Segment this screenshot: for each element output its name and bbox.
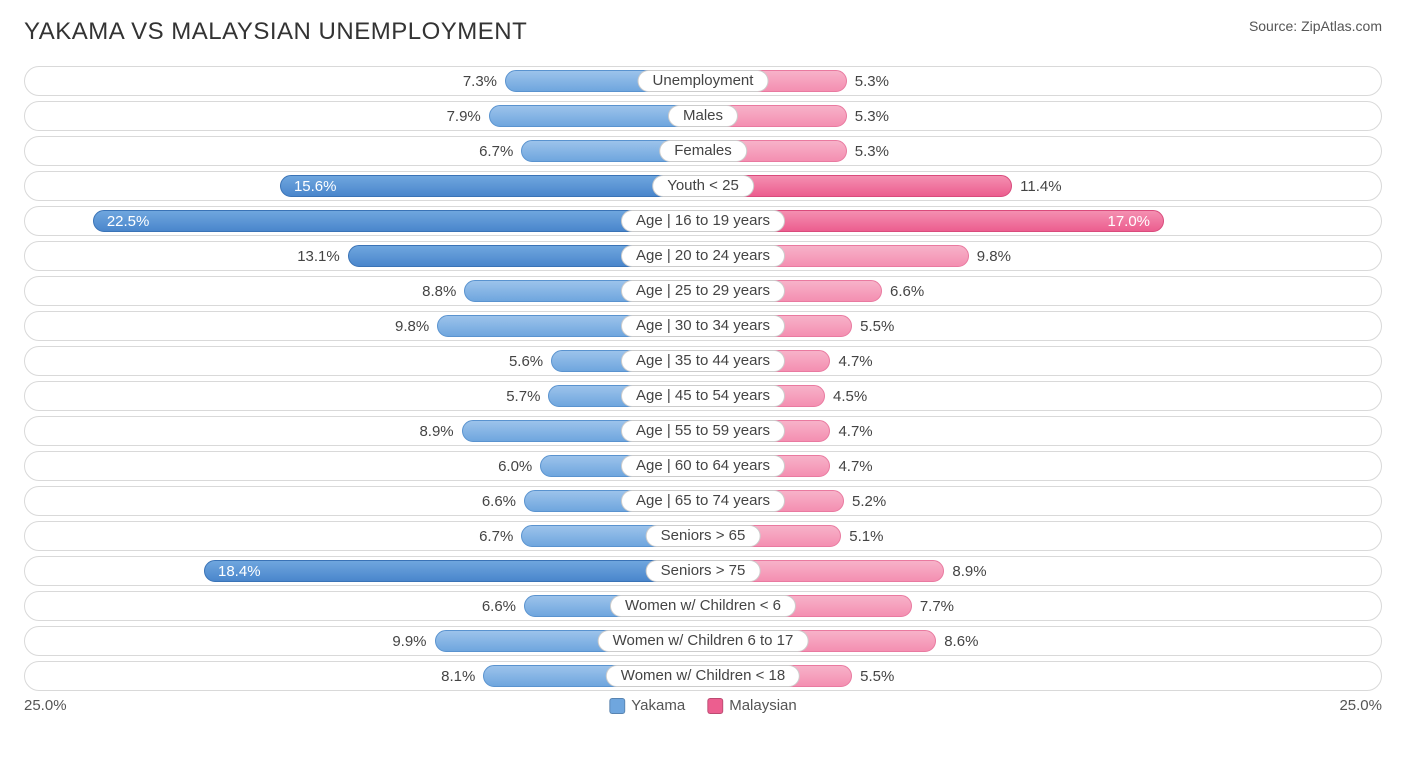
category-label: Age | 65 to 74 years bbox=[621, 490, 785, 512]
value-right: 5.5% bbox=[852, 312, 894, 340]
value-left: 6.6% bbox=[482, 592, 524, 620]
chart-row: 6.7% 5.3% Females bbox=[24, 136, 1382, 166]
chart-row: 8.9% 4.7% Age | 55 to 59 years bbox=[24, 416, 1382, 446]
value-right: 5.5% bbox=[852, 662, 894, 690]
category-label: Women w/ Children < 6 bbox=[610, 595, 796, 617]
legend: Yakama Malaysian bbox=[609, 697, 796, 714]
legend-label-right: Malaysian bbox=[729, 697, 797, 714]
value-left: 7.3% bbox=[463, 67, 505, 95]
category-label: Seniors > 65 bbox=[646, 525, 761, 547]
value-right: 5.3% bbox=[847, 137, 889, 165]
category-label: Females bbox=[659, 140, 747, 162]
category-label: Seniors > 75 bbox=[646, 560, 761, 582]
diverging-bar-chart: 7.3% 5.3% Unemployment 7.9% 5.3% Males 6.7% 5.3… bbox=[24, 66, 1382, 691]
value-left: 8.9% bbox=[419, 417, 461, 445]
value-right: 4.7% bbox=[830, 452, 872, 480]
chart-row: 9.8% 5.5% Age | 30 to 34 years bbox=[24, 311, 1382, 341]
source-attribution: Source: ZipAtlas.com bbox=[1249, 18, 1382, 34]
axis-max-right: 25.0% bbox=[1339, 697, 1382, 714]
chart-row: 5.7% 4.5% Age | 45 to 54 years bbox=[24, 381, 1382, 411]
value-right: 8.9% bbox=[944, 557, 986, 585]
chart-row: 6.7% 5.1% Seniors > 65 bbox=[24, 521, 1382, 551]
value-right: 8.6% bbox=[936, 627, 978, 655]
category-label: Age | 35 to 44 years bbox=[621, 350, 785, 372]
chart-title: YAKAMA VS MALAYSIAN UNEMPLOYMENT bbox=[24, 18, 527, 46]
chart-row: 15.6% 11.4% Youth < 25 bbox=[24, 171, 1382, 201]
legend-swatch-right bbox=[707, 698, 723, 714]
value-right: 5.2% bbox=[844, 487, 886, 515]
category-label: Women w/ Children < 18 bbox=[606, 665, 800, 687]
chart-row: 18.4% 8.9% Seniors > 75 bbox=[24, 556, 1382, 586]
category-label: Age | 30 to 34 years bbox=[621, 315, 785, 337]
legend-item-right: Malaysian bbox=[707, 697, 797, 714]
value-right: 4.7% bbox=[830, 347, 872, 375]
category-label: Women w/ Children 6 to 17 bbox=[598, 630, 809, 652]
value-left: 9.8% bbox=[395, 312, 437, 340]
chart-row: 6.6% 5.2% Age | 65 to 74 years bbox=[24, 486, 1382, 516]
value-left: 6.7% bbox=[479, 522, 521, 550]
category-label: Age | 45 to 54 years bbox=[621, 385, 785, 407]
category-label: Age | 16 to 19 years bbox=[621, 210, 785, 232]
value-left: 5.6% bbox=[509, 347, 551, 375]
chart-row: 6.6% 7.7% Women w/ Children < 6 bbox=[24, 591, 1382, 621]
chart-row: 7.9% 5.3% Males bbox=[24, 101, 1382, 131]
value-right: 6.6% bbox=[882, 277, 924, 305]
value-left: 18.4% bbox=[204, 557, 703, 585]
category-label: Age | 60 to 64 years bbox=[621, 455, 785, 477]
value-right: 9.8% bbox=[969, 242, 1011, 270]
chart-row: 7.3% 5.3% Unemployment bbox=[24, 66, 1382, 96]
chart-row: 13.1% 9.8% Age | 20 to 24 years bbox=[24, 241, 1382, 271]
value-left: 9.9% bbox=[392, 627, 434, 655]
value-left: 15.6% bbox=[280, 172, 703, 200]
value-right: 11.4% bbox=[1012, 172, 1061, 200]
legend-swatch-left bbox=[609, 698, 625, 714]
value-right: 5.3% bbox=[847, 67, 889, 95]
legend-item-left: Yakama bbox=[609, 697, 685, 714]
chart-header: YAKAMA VS MALAYSIAN UNEMPLOYMENT Source:… bbox=[24, 18, 1382, 46]
value-left: 6.7% bbox=[479, 137, 521, 165]
chart-row: 9.9% 8.6% Women w/ Children 6 to 17 bbox=[24, 626, 1382, 656]
value-left: 13.1% bbox=[297, 242, 348, 270]
category-label: Males bbox=[668, 105, 738, 127]
axis-max-left: 25.0% bbox=[24, 697, 67, 714]
value-left: 22.5% bbox=[93, 207, 703, 235]
value-left: 5.7% bbox=[506, 382, 548, 410]
value-left: 8.1% bbox=[441, 662, 483, 690]
value-left: 6.0% bbox=[498, 452, 540, 480]
chart-row: 8.1% 5.5% Women w/ Children < 18 bbox=[24, 661, 1382, 691]
value-right: 7.7% bbox=[912, 592, 954, 620]
value-left: 7.9% bbox=[447, 102, 489, 130]
value-left: 6.6% bbox=[482, 487, 524, 515]
chart-row: 6.0% 4.7% Age | 60 to 64 years bbox=[24, 451, 1382, 481]
chart-footer: 25.0% 25.0% Yakama Malaysian bbox=[24, 697, 1382, 721]
category-label: Unemployment bbox=[638, 70, 769, 92]
chart-row: 5.6% 4.7% Age | 35 to 44 years bbox=[24, 346, 1382, 376]
chart-row: 22.5%17.0%Age | 16 to 19 years bbox=[24, 206, 1382, 236]
category-label: Youth < 25 bbox=[652, 175, 754, 197]
chart-row: 8.8% 6.6% Age | 25 to 29 years bbox=[24, 276, 1382, 306]
value-right: 5.3% bbox=[847, 102, 889, 130]
category-label: Age | 20 to 24 years bbox=[621, 245, 785, 267]
category-label: Age | 55 to 59 years bbox=[621, 420, 785, 442]
value-right: 5.1% bbox=[841, 522, 883, 550]
value-right: 4.5% bbox=[825, 382, 867, 410]
value-right: 4.7% bbox=[830, 417, 872, 445]
legend-label-left: Yakama bbox=[631, 697, 685, 714]
category-label: Age | 25 to 29 years bbox=[621, 280, 785, 302]
value-left: 8.8% bbox=[422, 277, 464, 305]
